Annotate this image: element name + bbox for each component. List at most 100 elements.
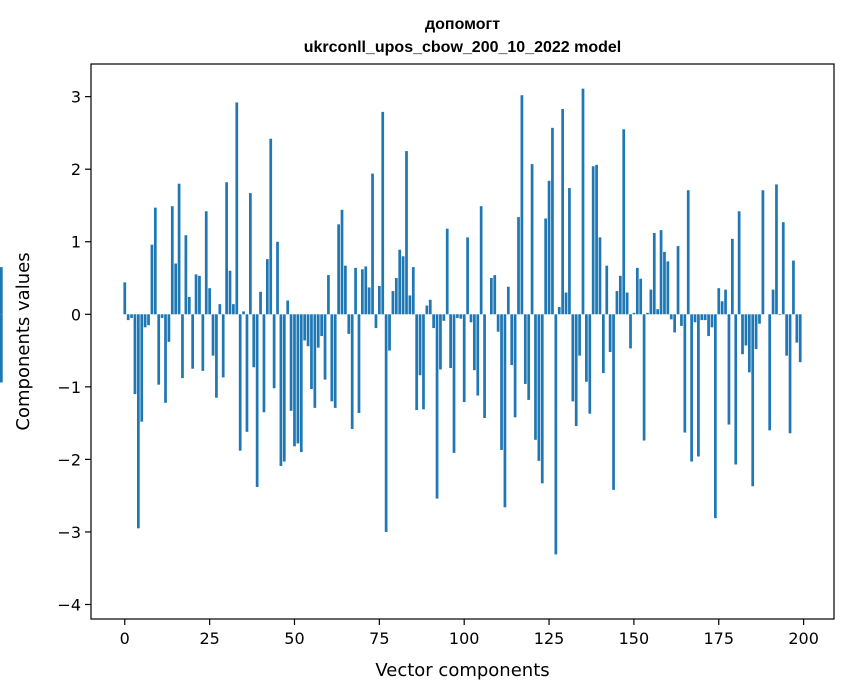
bar	[544, 218, 548, 315]
bar	[761, 190, 765, 315]
bar	[330, 314, 334, 402]
bar	[618, 275, 622, 315]
bar	[445, 228, 449, 315]
bar	[629, 314, 632, 349]
bar	[337, 224, 340, 315]
bar	[371, 173, 374, 315]
bar	[795, 314, 799, 343]
bar	[377, 286, 381, 315]
bar	[530, 164, 534, 315]
bar	[690, 314, 693, 462]
bar	[649, 289, 653, 315]
bar	[673, 314, 676, 333]
x-axis-ticks: 0 25 50 75 100 125 150 175 200	[120, 619, 819, 648]
bar	[449, 314, 452, 368]
bar	[778, 314, 782, 316]
bar	[676, 246, 680, 315]
bar	[568, 188, 571, 315]
bar	[785, 314, 789, 356]
bar	[656, 309, 660, 315]
bar	[588, 314, 592, 414]
bar	[323, 314, 327, 380]
bar	[561, 108, 564, 315]
bar	[646, 312, 649, 315]
bar	[249, 193, 252, 315]
bar	[622, 129, 626, 315]
bar	[700, 314, 704, 321]
y-tick-label: 2	[71, 160, 81, 179]
bar	[489, 278, 493, 315]
bar	[747, 314, 751, 373]
bar	[466, 237, 469, 315]
bar	[608, 314, 612, 353]
bar	[238, 314, 242, 451]
bar	[598, 237, 602, 315]
bar	[659, 230, 663, 315]
bar	[737, 211, 741, 315]
bar	[198, 275, 201, 315]
bar	[123, 282, 127, 315]
bar	[798, 314, 802, 363]
x-tick-label: 150	[619, 629, 650, 648]
bar	[394, 278, 398, 315]
bar	[666, 261, 670, 315]
y-tick-label: −1	[57, 378, 81, 397]
bar	[177, 183, 181, 315]
bar	[340, 209, 344, 315]
bar	[720, 301, 724, 315]
bar	[361, 269, 364, 315]
bar	[663, 251, 666, 315]
bar	[625, 292, 629, 315]
bar	[174, 263, 178, 315]
bar	[493, 275, 497, 315]
bar	[391, 291, 395, 315]
bar	[401, 256, 405, 315]
bar	[686, 190, 690, 315]
x-tick-label: 100	[449, 629, 480, 648]
bar	[181, 314, 184, 379]
bar	[428, 299, 432, 315]
bar	[456, 314, 459, 318]
bar	[184, 235, 188, 315]
bar	[496, 314, 500, 332]
bar	[571, 314, 575, 402]
bar	[551, 127, 554, 315]
x-tick-label: 50	[284, 629, 304, 648]
bar	[771, 289, 775, 315]
bar	[286, 300, 290, 315]
bar	[473, 314, 476, 371]
bar	[574, 314, 578, 427]
bar	[635, 267, 639, 315]
bar	[140, 314, 144, 422]
bar	[775, 184, 778, 315]
y-tick-label: −2	[57, 450, 81, 469]
bar	[316, 314, 320, 348]
bar	[469, 314, 473, 323]
bar	[221, 314, 225, 378]
bar	[350, 314, 354, 429]
bar	[276, 241, 279, 315]
bar	[503, 314, 507, 508]
bar	[130, 314, 133, 318]
bar	[754, 314, 758, 350]
bar	[279, 314, 283, 466]
bar	[693, 314, 697, 323]
bar	[476, 314, 480, 396]
bar	[595, 164, 598, 315]
x-tick-label: 200	[788, 629, 819, 648]
bar	[442, 314, 446, 321]
bar	[381, 111, 385, 315]
bar	[615, 291, 619, 315]
bar	[758, 314, 761, 324]
bar	[347, 314, 351, 334]
bar	[265, 259, 269, 315]
y-tick-label: −3	[57, 523, 81, 542]
bar	[153, 207, 157, 315]
bar	[208, 288, 211, 315]
bar	[242, 311, 245, 315]
bar	[669, 314, 673, 320]
bar	[768, 314, 772, 431]
bar	[272, 314, 276, 389]
plot-frame	[90, 63, 835, 620]
